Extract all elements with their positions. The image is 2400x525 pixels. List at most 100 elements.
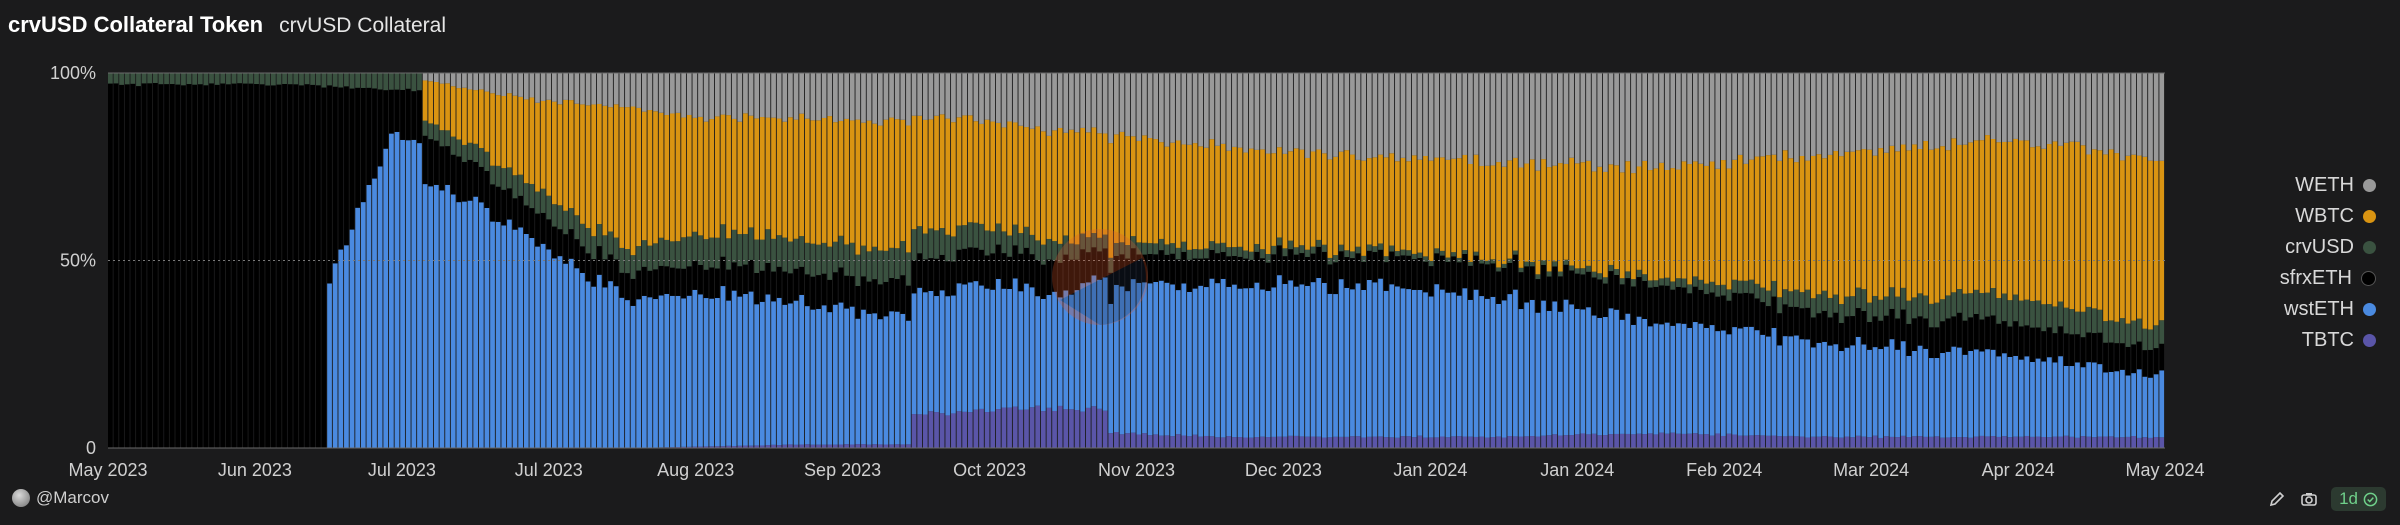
bar-segment-sfrxeth[interactable] xyxy=(1085,252,1091,283)
bar-segment-sfrxeth[interactable] xyxy=(478,166,484,203)
bar-segment-sfrxeth[interactable] xyxy=(1822,310,1827,342)
bar-segment-crvusd[interactable] xyxy=(1895,296,1900,319)
bar-segment-wbtc[interactable] xyxy=(1726,168,1732,290)
bar-segment-sfrxeth[interactable] xyxy=(1411,259,1417,290)
bar-segment-sfrxeth[interactable] xyxy=(1417,257,1423,290)
bar-segment-sfrxeth[interactable] xyxy=(1726,300,1732,335)
bar-segment-sfrxeth[interactable] xyxy=(175,84,181,449)
bar-segment-tbtc[interactable] xyxy=(872,444,878,448)
bar-segment-sfrxeth[interactable] xyxy=(1057,262,1063,298)
bar-segment-sfrxeth[interactable] xyxy=(580,246,585,273)
bar-segment-tbtc[interactable] xyxy=(1119,434,1125,448)
bar-segment-wbtc[interactable] xyxy=(1288,151,1293,241)
bar-segment-tbtc[interactable] xyxy=(1524,436,1530,448)
bar-segment-crvusd[interactable] xyxy=(1108,257,1114,273)
bar-segment-crvusd[interactable] xyxy=(462,144,467,162)
bar-segment-tbtc[interactable] xyxy=(2136,437,2142,448)
bar-segment-weth[interactable] xyxy=(1642,73,1648,161)
bar-segment-weth[interactable] xyxy=(2131,73,2136,155)
bar-segment-weth[interactable] xyxy=(596,73,602,104)
bar-segment-tbtc[interactable] xyxy=(1215,437,1220,448)
bar-segment-sfrxeth[interactable] xyxy=(2153,348,2159,375)
bar-segment-wbtc[interactable] xyxy=(1119,131,1125,243)
bar-segment-wsteth[interactable] xyxy=(1119,286,1125,435)
bar-segment-sfrxeth[interactable] xyxy=(2097,332,2103,365)
bar-segment-crvusd[interactable] xyxy=(1181,241,1187,252)
bar-segment-wsteth[interactable] xyxy=(1125,291,1130,434)
bar-segment-wsteth[interactable] xyxy=(1900,341,1906,436)
bar-segment-tbtc[interactable] xyxy=(939,413,945,448)
bar-segment-tbtc[interactable] xyxy=(1473,436,1479,448)
bar-segment-wbtc[interactable] xyxy=(585,105,591,228)
bar-segment-wbtc[interactable] xyxy=(1108,143,1114,258)
bar-segment-sfrxeth[interactable] xyxy=(327,85,332,284)
bar-segment-crvusd[interactable] xyxy=(1754,283,1760,299)
bar-segment-crvusd[interactable] xyxy=(1468,261,1473,266)
bar-segment-sfrxeth[interactable] xyxy=(636,270,642,300)
bar-segment-tbtc[interactable] xyxy=(1968,437,1974,448)
bar-segment-wbtc[interactable] xyxy=(1788,158,1794,292)
bar-segment-crvusd[interactable] xyxy=(1867,302,1872,323)
bar-segment-sfrxeth[interactable] xyxy=(529,208,535,238)
bar-segment-wbtc[interactable] xyxy=(962,115,967,226)
bar-segment-wsteth[interactable] xyxy=(1007,288,1012,408)
bar-segment-crvusd[interactable] xyxy=(1765,290,1771,307)
bar-segment-weth[interactable] xyxy=(1518,73,1524,168)
bar-segment-weth[interactable] xyxy=(2069,73,2075,142)
bar-segment-sfrxeth[interactable] xyxy=(709,267,715,299)
bar-segment-wsteth[interactable] xyxy=(1827,345,1833,437)
bar-segment-sfrxeth[interactable] xyxy=(1237,256,1243,289)
bar-segment-sfrxeth[interactable] xyxy=(911,260,917,294)
bar-segment-weth[interactable] xyxy=(1237,73,1243,148)
bar-segment-tbtc[interactable] xyxy=(973,409,979,448)
bar-segment-tbtc[interactable] xyxy=(2097,436,2103,448)
bar-segment-tbtc[interactable] xyxy=(2058,436,2063,448)
legend-item-crvusd[interactable]: crvUSD xyxy=(2226,232,2376,263)
bar-segment-weth[interactable] xyxy=(1990,73,1996,140)
bar-segment-weth[interactable] xyxy=(804,73,810,119)
bar-segment-tbtc[interactable] xyxy=(1535,436,1541,448)
bar-segment-weth[interactable] xyxy=(1794,73,1799,163)
bar-segment-wsteth[interactable] xyxy=(1338,279,1344,437)
bar-segment-tbtc[interactable] xyxy=(1175,434,1181,448)
bar-segment-sfrxeth[interactable] xyxy=(1732,292,1737,328)
bar-segment-sfrxeth[interactable] xyxy=(2063,333,2069,366)
bar-segment-sfrxeth[interactable] xyxy=(1271,254,1277,288)
bar-segment-weth[interactable] xyxy=(2125,73,2131,156)
bar-segment-wsteth[interactable] xyxy=(917,287,923,415)
bar-segment-crvusd[interactable] xyxy=(2075,311,2080,335)
refresh-interval-badge[interactable]: 1d xyxy=(2331,487,2386,511)
bar-segment-wbtc[interactable] xyxy=(535,102,540,192)
bar-segment-wbtc[interactable] xyxy=(2075,141,2080,312)
bar-segment-weth[interactable] xyxy=(1383,73,1389,158)
bar-segment-weth[interactable] xyxy=(1692,73,1698,162)
bar-segment-tbtc[interactable] xyxy=(827,444,833,448)
bar-segment-weth[interactable] xyxy=(1484,73,1490,166)
bar-segment-crvusd[interactable] xyxy=(2131,320,2136,345)
bar-segment-wbtc[interactable] xyxy=(2007,141,2013,301)
bar-segment-wsteth[interactable] xyxy=(1080,283,1086,412)
bar-segment-crvusd[interactable] xyxy=(625,249,630,274)
bar-segment-crvusd[interactable] xyxy=(1501,263,1507,268)
bar-segment-wbtc[interactable] xyxy=(1299,149,1305,246)
bar-segment-crvusd[interactable] xyxy=(1063,235,1069,255)
bar-segment-crvusd[interactable] xyxy=(1496,267,1501,272)
bar-segment-wsteth[interactable] xyxy=(658,295,664,448)
bar-segment-wbtc[interactable] xyxy=(844,118,849,245)
bar-segment-sfrxeth[interactable] xyxy=(141,83,147,449)
bar-segment-crvusd[interactable] xyxy=(636,246,642,271)
bar-segment-crvusd[interactable] xyxy=(411,73,417,92)
bar-segment-crvusd[interactable] xyxy=(377,73,383,90)
bar-segment-tbtc[interactable] xyxy=(1507,436,1513,448)
bar-segment-wbtc[interactable] xyxy=(1344,150,1350,251)
bar-segment-wsteth[interactable] xyxy=(1861,344,1867,437)
bar-segment-tbtc[interactable] xyxy=(1125,433,1130,448)
bar-segment-wbtc[interactable] xyxy=(523,99,529,184)
bar-segment-tbtc[interactable] xyxy=(1709,435,1715,448)
bar-segment-crvusd[interactable] xyxy=(1647,280,1653,288)
bar-segment-weth[interactable] xyxy=(889,73,894,118)
bar-segment-sfrxeth[interactable] xyxy=(1996,323,2002,357)
bar-segment-wsteth[interactable] xyxy=(1692,322,1698,434)
bar-segment-tbtc[interactable] xyxy=(1024,409,1029,448)
bar-segment-wbtc[interactable] xyxy=(1917,149,1923,294)
